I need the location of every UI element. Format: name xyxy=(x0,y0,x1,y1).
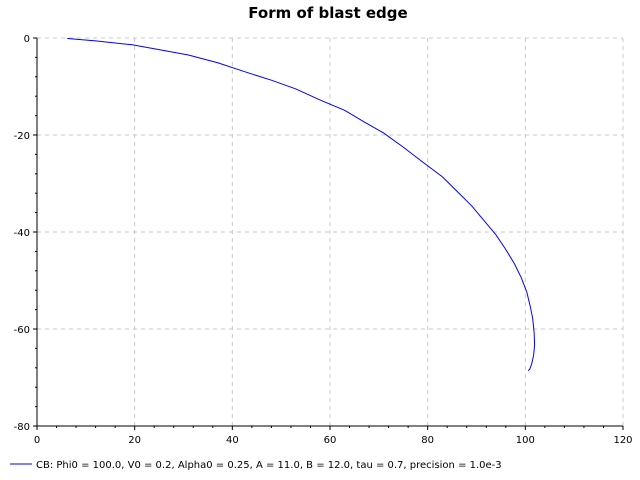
x-tick-label: 100 xyxy=(516,435,535,446)
y-tick-label: -80 xyxy=(14,422,30,433)
x-tick-label: 80 xyxy=(421,435,434,446)
x-tick-label: 120 xyxy=(613,435,632,446)
x-tick-label: 0 xyxy=(34,435,40,446)
legend-label: CB: Phi0 = 100.0, V0 = 0.2, Alpha0 = 0.2… xyxy=(36,460,502,471)
chart-title: Form of blast edge xyxy=(248,4,407,22)
x-tick-label: 60 xyxy=(324,435,337,446)
y-tick-label: -40 xyxy=(14,228,30,239)
y-tick-label: 0 xyxy=(24,34,30,45)
ticks: 0 20 40 60 80 100 120 0 -20 -40 -60 -80 xyxy=(14,34,633,446)
grid xyxy=(37,37,624,426)
y-tick-label: -20 xyxy=(14,131,30,142)
x-tick-label: 40 xyxy=(226,435,239,446)
series-line xyxy=(67,37,536,372)
y-tick-label: -60 xyxy=(14,325,30,336)
legend: CB: Phi0 = 100.0, V0 = 0.2, Alpha0 = 0.2… xyxy=(10,460,502,471)
series xyxy=(67,37,536,372)
x-tick-label: 20 xyxy=(128,435,141,446)
